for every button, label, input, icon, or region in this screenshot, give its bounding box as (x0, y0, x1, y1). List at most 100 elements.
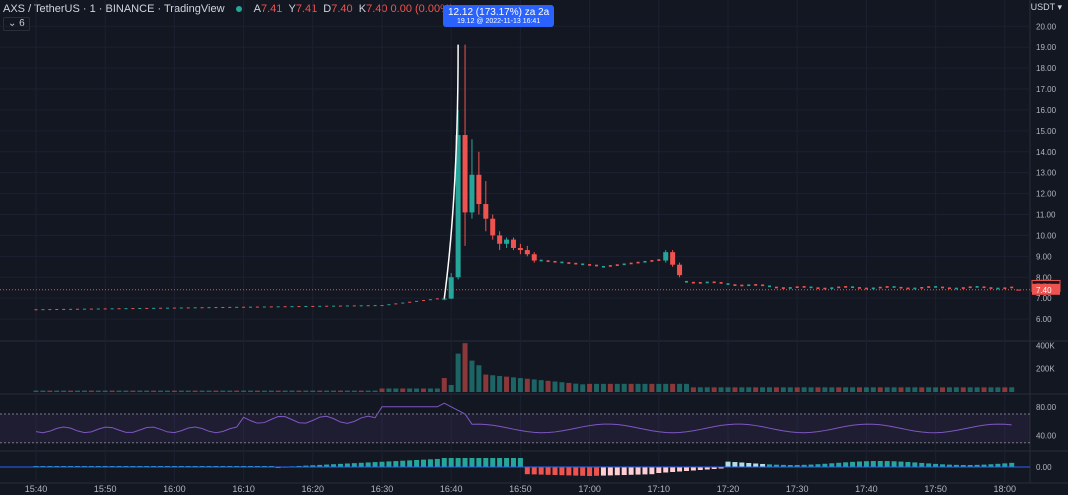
candle (448, 277, 454, 299)
candle (588, 264, 592, 266)
y-tick-label: 6.00 (1036, 315, 1052, 324)
x-tick-label: 18:00 (994, 484, 1017, 494)
volume-bar (33, 390, 39, 392)
macd-bar (538, 467, 544, 475)
volume-bar (158, 390, 164, 392)
x-tick-label: 17:00 (578, 484, 601, 494)
volume-bar (739, 387, 745, 392)
volume-bar (850, 387, 856, 392)
volume-bar (414, 388, 420, 392)
macd-bar (635, 467, 641, 475)
volume-bar (704, 387, 710, 392)
macd-bar (780, 464, 786, 467)
volume-bar (517, 378, 523, 392)
volume-bar (573, 383, 579, 392)
volume-bar (614, 383, 620, 392)
volume-tick-label: 200K (1036, 365, 1055, 374)
macd-bar (587, 467, 593, 476)
candle (435, 298, 439, 300)
macd-bar (773, 464, 779, 467)
candle (483, 204, 489, 219)
volume-bar (891, 387, 897, 392)
candle (837, 286, 841, 289)
macd-bar (365, 462, 371, 467)
macd-bar (483, 458, 489, 467)
volume-bar (600, 383, 606, 392)
volume-bar (642, 383, 648, 392)
currency-select[interactable]: USDT ▾ (1030, 2, 1062, 12)
candle (851, 286, 855, 288)
macd-bar (393, 461, 399, 467)
volume-bar (289, 390, 295, 392)
open-value: 7.41 (260, 3, 283, 15)
rsi-tick-label: 40.00 (1036, 432, 1057, 441)
volume-tick-label: 400K (1036, 341, 1055, 350)
volume-bar (379, 388, 385, 392)
candle (719, 282, 723, 284)
candle (69, 308, 73, 310)
volume-bar (171, 390, 177, 392)
volume-bar (981, 387, 987, 392)
macd-bar (870, 461, 876, 467)
candle (387, 304, 391, 306)
volume-bar (393, 388, 399, 392)
candle (165, 307, 169, 309)
macd-bar (379, 461, 385, 467)
macd-bar (351, 463, 357, 467)
macd-bar (504, 458, 510, 467)
macd-bar (801, 464, 807, 467)
candle (961, 287, 965, 289)
volume-bar (697, 387, 703, 392)
volume-bar (275, 390, 281, 392)
macd-bar (946, 464, 952, 467)
volume-bar (68, 390, 74, 392)
measure-change: 12.12 (173.17%) za 2a (448, 7, 550, 18)
macd-bar (317, 464, 323, 467)
y-tick-label: 11.00 (1036, 211, 1056, 220)
volume-bar (940, 387, 946, 392)
y-tick-label: 20.00 (1036, 22, 1057, 31)
candle (733, 284, 737, 286)
candle (131, 308, 135, 310)
volume-bar (753, 387, 759, 392)
volume-bar (905, 387, 911, 392)
volume-bar (268, 390, 274, 392)
macd-bar (1009, 462, 1015, 467)
candle (332, 305, 336, 307)
macd-bar (358, 462, 364, 467)
candle (913, 287, 917, 290)
macd-bar (510, 458, 516, 467)
candle (823, 287, 827, 290)
candle (228, 306, 232, 308)
last-price-box (1032, 283, 1060, 295)
candle (476, 174, 482, 205)
volume-bar (746, 387, 752, 392)
candle (325, 305, 329, 307)
candle (62, 308, 66, 310)
candle (172, 307, 176, 309)
candle (816, 287, 820, 289)
volume-bar (773, 387, 779, 392)
volume-bar (310, 390, 316, 392)
volume-bar (594, 383, 600, 392)
volume-bar (995, 387, 1001, 392)
candle (608, 265, 612, 267)
macd-bar (607, 467, 613, 476)
candle (249, 306, 253, 308)
volume-bar (946, 387, 952, 392)
collapse-indicators-button[interactable]: ⌄ 6 (3, 17, 30, 31)
candle (691, 281, 695, 284)
macd-bar (427, 459, 433, 467)
candle (954, 287, 958, 290)
symbol-title[interactable]: AXS / TetherUS · 1 · BINANCE · TradingVi… (3, 3, 225, 15)
volume-bar (822, 387, 828, 392)
volume-bar (344, 390, 350, 392)
volume-bar (988, 387, 994, 392)
macd-bar (448, 458, 454, 467)
x-tick-label: 17:10 (648, 484, 671, 494)
macd-bar (829, 463, 835, 467)
volume-bar (870, 387, 876, 392)
macd-bar (884, 461, 890, 467)
candle (290, 306, 294, 308)
